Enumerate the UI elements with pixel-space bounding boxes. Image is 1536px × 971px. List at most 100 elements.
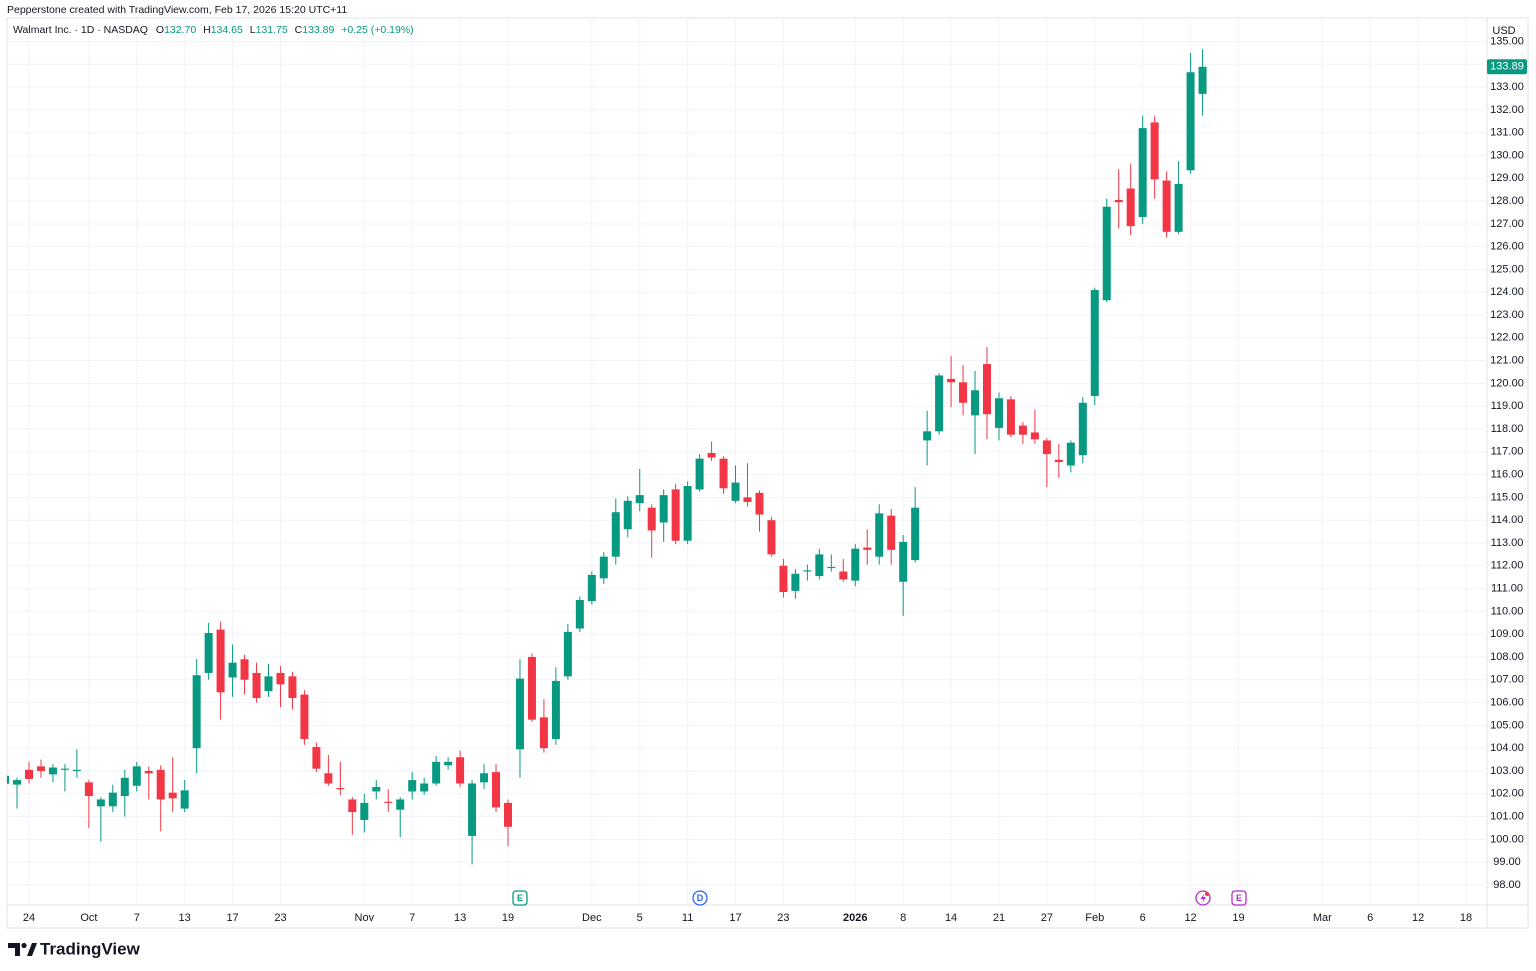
candle-body [132, 766, 141, 786]
x-tick-label: 18 [1460, 912, 1472, 924]
candle-body [348, 799, 357, 812]
brand-logo: TradingView [8, 939, 141, 958]
candle-body [851, 548, 860, 581]
candle-body [1186, 72, 1195, 171]
candle-body [108, 792, 117, 807]
x-tick-label: 11 [682, 912, 693, 924]
y-tick-label: 129.00 [1490, 172, 1524, 184]
high-value: 134.65 [211, 24, 243, 36]
candle-body [25, 769, 33, 779]
candle-body [1150, 122, 1159, 180]
candle-body [252, 672, 261, 699]
candle-body [887, 515, 896, 550]
candle-body [1018, 425, 1027, 435]
candle-body [827, 566, 836, 569]
candle-body [432, 761, 441, 784]
candle-body [911, 507, 920, 561]
x-tick-label: Nov [355, 912, 375, 924]
candle-body [959, 382, 968, 403]
candle-body [1030, 432, 1039, 440]
candle-body [1126, 188, 1135, 227]
y-tick-label: 112.00 [1491, 560, 1524, 572]
candle-body [719, 458, 728, 489]
y-tick-label: 107.00 [1490, 674, 1524, 686]
candle-body [396, 799, 405, 810]
candle-body [408, 780, 417, 792]
y-tick-label: 122.00 [1490, 332, 1524, 344]
candle-body [48, 767, 57, 775]
candle-body [204, 633, 213, 673]
candle-body [72, 769, 81, 771]
candle-body [444, 761, 453, 766]
x-tick-label: 6 [1140, 912, 1146, 924]
candle-body [971, 390, 980, 416]
y-tick-label: 104.00 [1490, 742, 1524, 754]
y-tick-label: 111.00 [1491, 582, 1523, 594]
y-tick-label: 114.00 [1491, 514, 1524, 526]
x-tick-label: 19 [1232, 912, 1244, 924]
candle-body [144, 770, 153, 774]
y-tick-label: 116.00 [1491, 469, 1524, 481]
candle-body [13, 780, 22, 785]
earnings-letter: E [1236, 893, 1242, 903]
candle-body [767, 520, 776, 555]
candle-body [1006, 399, 1015, 435]
earnings-marker[interactable] [1231, 890, 1247, 906]
lightning-icon [1200, 893, 1206, 904]
y-tick-label: 128.00 [1490, 195, 1524, 207]
x-tick-label: 12 [1412, 912, 1424, 924]
candle-body [456, 757, 465, 784]
x-tick-label: 12 [1184, 912, 1196, 924]
x-tick-label: Oct [80, 912, 97, 924]
candle-body [504, 802, 512, 827]
candle-body [96, 799, 105, 807]
close-key: C [295, 24, 303, 36]
candle-body [635, 495, 644, 504]
x-tick-label: 19 [502, 912, 514, 924]
candle-body [1054, 459, 1063, 463]
x-tick-label: 17 [226, 912, 238, 924]
candle-body [599, 556, 608, 579]
candle-body [527, 656, 536, 720]
candle-body [551, 680, 560, 740]
candle-body [899, 541, 908, 582]
y-tick-label: 100.00 [1490, 833, 1524, 845]
x-tick-label: Mar [1313, 912, 1332, 924]
event-markers: E D E [512, 890, 1247, 906]
candle-body [647, 507, 656, 531]
x-tick-label: 5 [637, 912, 643, 924]
candle-body [779, 565, 788, 593]
candle-body [180, 790, 189, 809]
dividend-marker[interactable] [692, 890, 708, 906]
legend: Walmart Inc. · 1D · NASDAQ O132.70 H134.… [13, 24, 414, 36]
x-tick-label: Feb [1085, 912, 1104, 924]
x-tick-label: 2026 [843, 912, 867, 924]
logo-mark [8, 943, 20, 956]
candle-body [983, 364, 991, 415]
y-tick-label: 108.00 [1490, 651, 1524, 663]
y-tick-label: 115.00 [1491, 491, 1524, 503]
x-tick-label: 13 [179, 912, 191, 924]
y-tick-label: 103.00 [1490, 765, 1524, 777]
candle-body [1042, 440, 1051, 455]
y-tick-label: 126.00 [1490, 241, 1524, 253]
earnings-marker[interactable] [512, 890, 528, 906]
candle-body [515, 678, 524, 750]
candle-body [1174, 183, 1183, 232]
last-price-tag [1487, 59, 1527, 75]
earnings-letter: E [517, 893, 523, 903]
candle-body [923, 431, 932, 441]
legend-symbol: Walmart Inc. · 1D · NASDAQ O132.70 H134.… [13, 24, 414, 36]
candle-body [192, 675, 201, 749]
candle-body [1102, 206, 1111, 301]
candle-body [168, 792, 177, 799]
candle-body [587, 574, 596, 602]
candle-body [240, 659, 249, 680]
y-tick-label: 110.00 [1491, 605, 1524, 617]
candle-body [264, 676, 273, 692]
candle-body [360, 802, 369, 820]
candle-body [480, 773, 489, 783]
x-tick-label: 13 [454, 912, 466, 924]
y-tick-label: 101.00 [1490, 810, 1524, 822]
